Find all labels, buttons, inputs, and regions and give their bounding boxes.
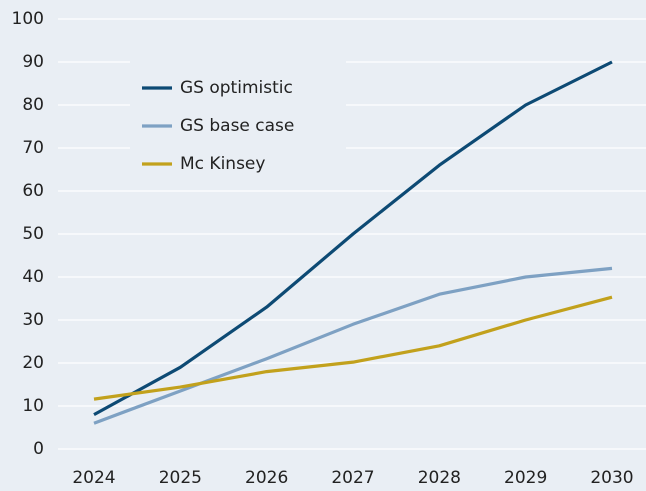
y-tick-label: 10 bbox=[22, 396, 44, 416]
x-tick-label: 2025 bbox=[159, 468, 202, 488]
y-tick-label: 100 bbox=[12, 9, 44, 29]
y-tick-label: 90 bbox=[22, 52, 44, 72]
y-tick-label: 30 bbox=[22, 310, 44, 330]
legend-label: GS optimistic bbox=[180, 78, 293, 98]
x-tick-label: 2024 bbox=[72, 468, 115, 488]
x-tick-label: 2027 bbox=[331, 468, 374, 488]
y-tick-label: 70 bbox=[22, 138, 44, 158]
legend-label: Mc Kinsey bbox=[180, 154, 265, 174]
y-tick-label: 50 bbox=[22, 224, 44, 244]
x-tick-label: 2026 bbox=[245, 468, 288, 488]
y-tick-label: 0 bbox=[33, 439, 44, 459]
series-line bbox=[93, 266, 613, 425]
x-tick-label: 2029 bbox=[504, 468, 547, 488]
y-tick-label: 80 bbox=[22, 95, 44, 115]
legend-label: GS base case bbox=[180, 116, 294, 136]
y-tick-label: 20 bbox=[22, 353, 44, 373]
y-tick-label: 40 bbox=[22, 267, 44, 287]
x-tick-label: 2028 bbox=[418, 468, 461, 488]
series-line bbox=[93, 60, 613, 417]
y-tick-label: 60 bbox=[22, 181, 44, 201]
series-line bbox=[93, 295, 613, 401]
x-tick-label: 2030 bbox=[590, 468, 633, 488]
